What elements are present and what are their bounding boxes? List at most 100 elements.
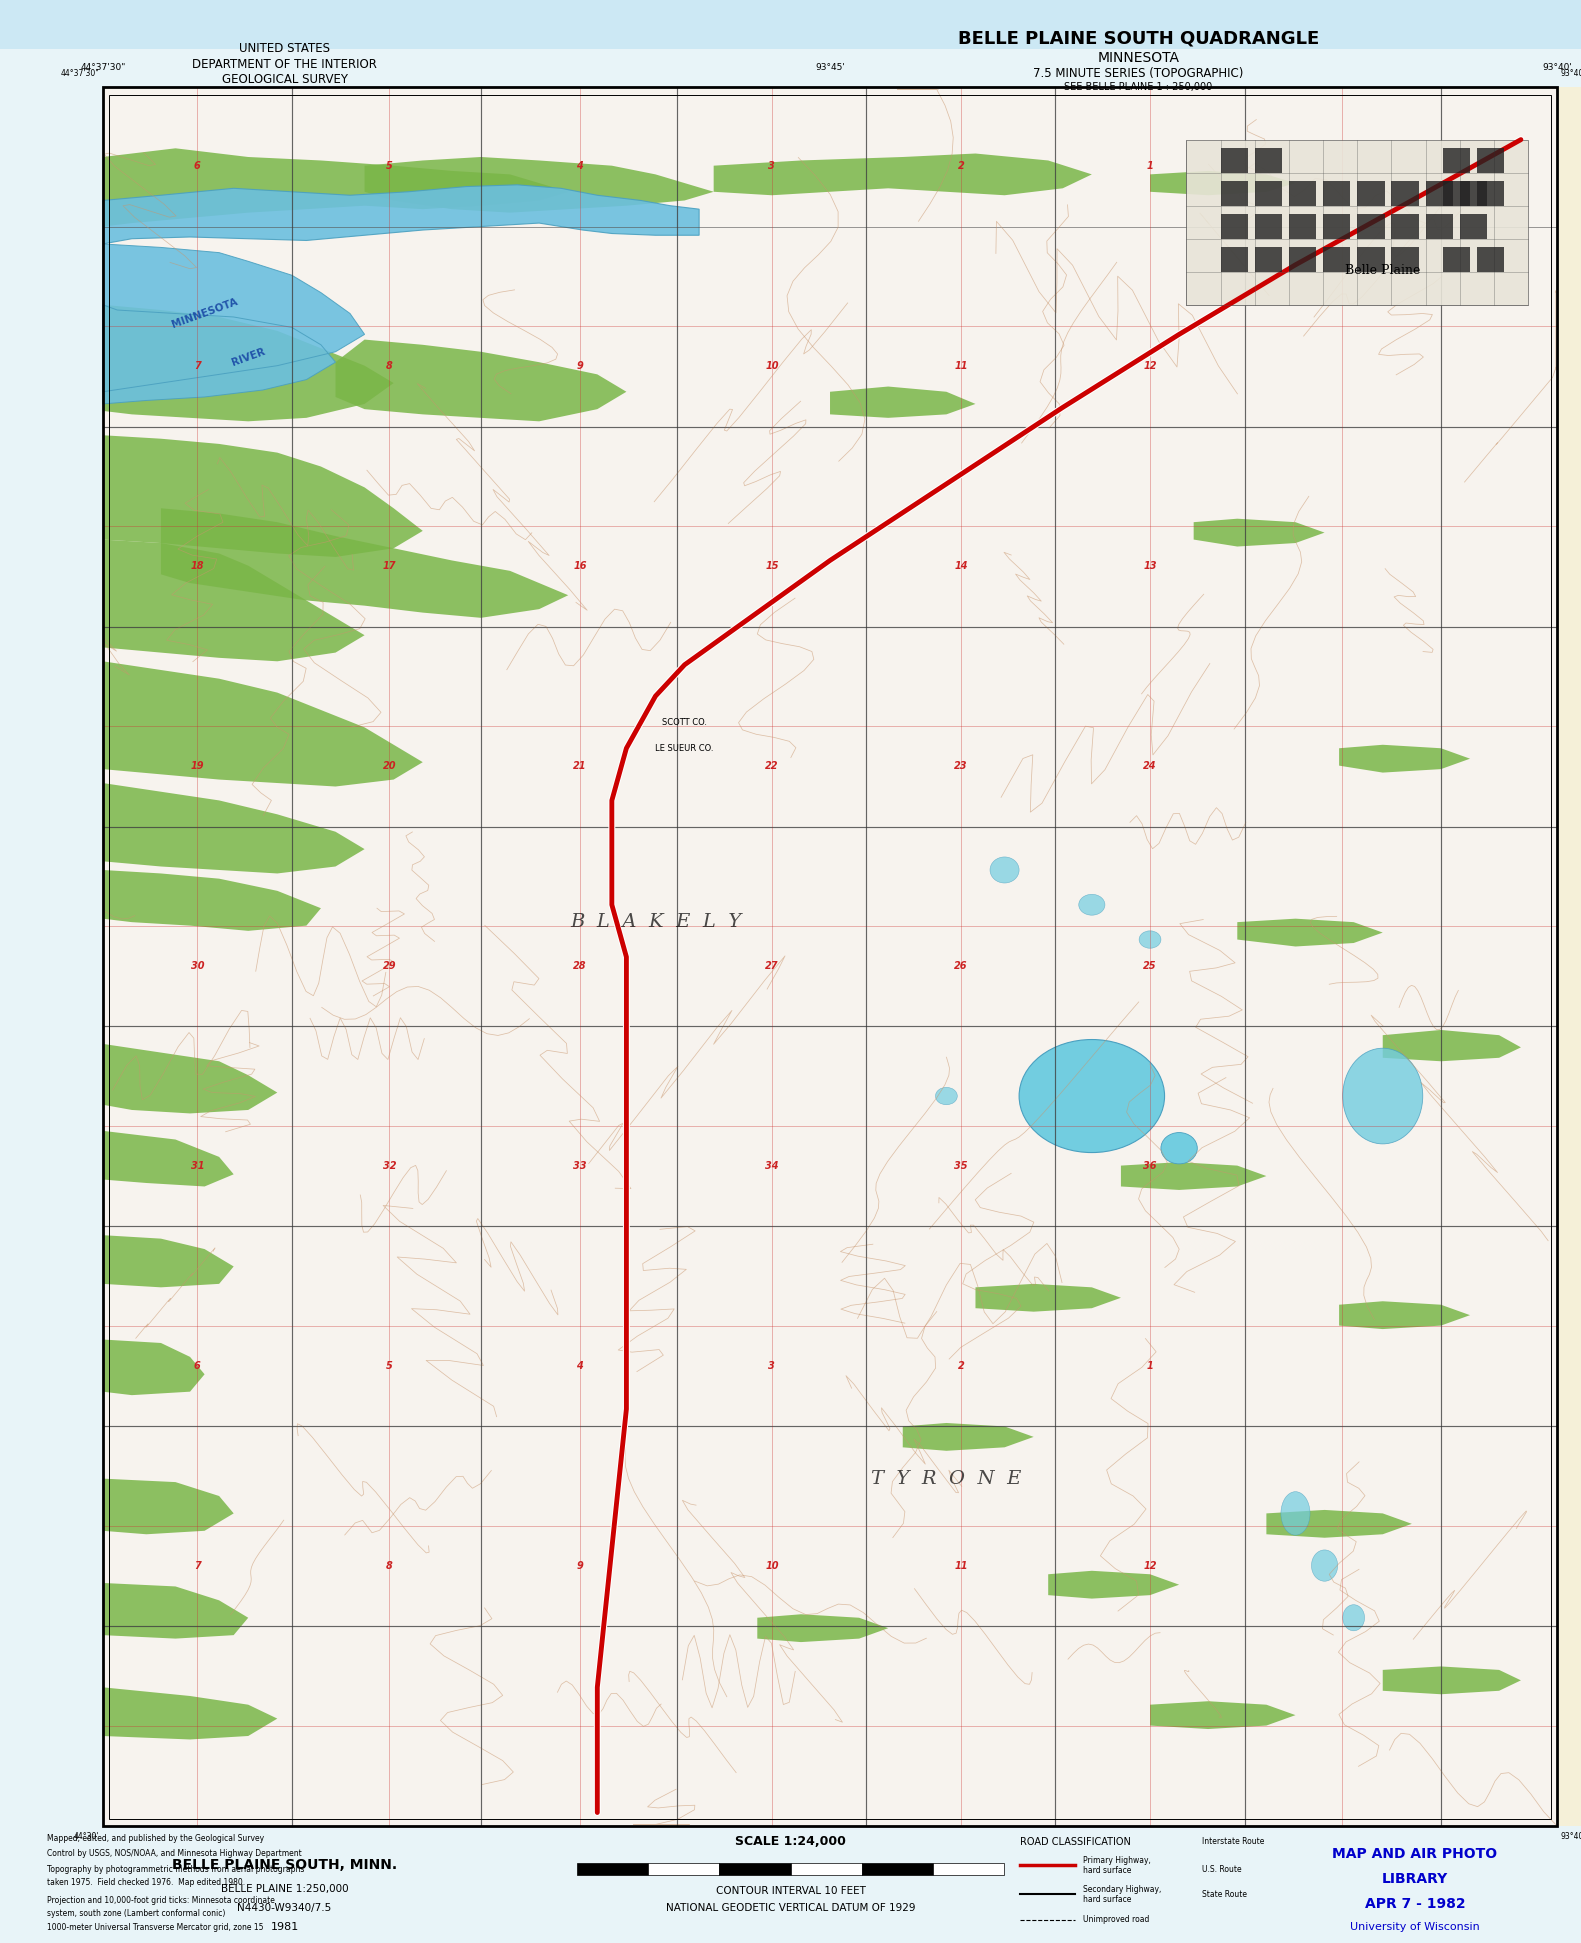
Text: 7.5 MINUTE SERIES (TOPOGRAPHIC): 7.5 MINUTE SERIES (TOPOGRAPHIC) — [1032, 68, 1244, 80]
Text: 26: 26 — [955, 960, 968, 972]
Bar — [0, 0, 1581, 49]
Polygon shape — [1194, 519, 1325, 546]
Polygon shape — [335, 340, 626, 422]
Text: University of Wisconsin: University of Wisconsin — [1350, 1922, 1480, 1933]
Bar — [1289, 214, 1317, 239]
Text: 30: 30 — [191, 960, 204, 972]
Bar — [1356, 214, 1385, 239]
Polygon shape — [1383, 1667, 1521, 1694]
Text: 3: 3 — [768, 1360, 775, 1370]
Polygon shape — [103, 1131, 234, 1187]
Text: GEOLOGICAL SURVEY: GEOLOGICAL SURVEY — [221, 74, 348, 85]
Text: State Route: State Route — [1202, 1891, 1246, 1898]
Text: 3: 3 — [768, 161, 775, 171]
Text: taken 1975.  Field checked 1976.  Map edited 1980.: taken 1975. Field checked 1976. Map edit… — [47, 1879, 245, 1887]
Text: 6: 6 — [194, 161, 201, 171]
Ellipse shape — [1342, 1047, 1423, 1144]
Text: 22: 22 — [765, 760, 778, 771]
Bar — [1477, 148, 1504, 173]
Polygon shape — [830, 387, 975, 418]
Text: 6: 6 — [194, 1360, 201, 1370]
Ellipse shape — [1160, 1133, 1197, 1164]
Bar — [862, 1863, 933, 1875]
Text: SEE BELLE PLAINE 1 : 250,000: SEE BELLE PLAINE 1 : 250,000 — [1064, 82, 1213, 93]
Text: 14: 14 — [955, 562, 968, 571]
Polygon shape — [1238, 919, 1383, 946]
Bar — [1426, 214, 1453, 239]
Bar — [1443, 247, 1470, 272]
Text: 44°37'30": 44°37'30" — [81, 62, 125, 72]
Text: Topography by photogrammetric methods from aerial photographs: Topography by photogrammetric methods fr… — [47, 1865, 305, 1873]
Bar — [1356, 247, 1385, 272]
Polygon shape — [103, 1339, 204, 1395]
Text: B  L  A  K  E  L  Y: B L A K E L Y — [569, 913, 741, 931]
Polygon shape — [1266, 1510, 1412, 1537]
Text: 23: 23 — [955, 760, 968, 771]
Bar — [1221, 247, 1247, 272]
Text: 13: 13 — [1143, 562, 1157, 571]
Polygon shape — [1048, 1570, 1179, 1599]
Text: BELLE PLAINE 1:250,000: BELLE PLAINE 1:250,000 — [221, 1883, 348, 1894]
Polygon shape — [103, 870, 321, 931]
Ellipse shape — [1020, 1040, 1165, 1152]
Bar — [1391, 181, 1418, 206]
Polygon shape — [103, 1687, 277, 1739]
Polygon shape — [1121, 1162, 1266, 1189]
Text: LE SUEUR CO.: LE SUEUR CO. — [655, 744, 715, 752]
Polygon shape — [365, 157, 713, 212]
Text: 25: 25 — [1143, 960, 1157, 972]
Text: 19: 19 — [191, 760, 204, 771]
Text: NATIONAL GEODETIC VERTICAL DATUM OF 1929: NATIONAL GEODETIC VERTICAL DATUM OF 1929 — [666, 1902, 915, 1914]
Text: 93°40': 93°40' — [1560, 68, 1581, 78]
Text: Primary Highway,
hard surface: Primary Highway, hard surface — [1083, 1856, 1151, 1875]
Bar — [1443, 181, 1470, 206]
Text: 10: 10 — [765, 1560, 778, 1570]
Text: 2: 2 — [958, 161, 964, 171]
Text: 1: 1 — [1146, 161, 1154, 171]
Text: 12: 12 — [1143, 1560, 1157, 1570]
Ellipse shape — [1078, 894, 1105, 915]
Text: 1981: 1981 — [270, 1922, 299, 1933]
Polygon shape — [1339, 1302, 1470, 1329]
Text: T  Y  R  O  N  E: T Y R O N E — [871, 1469, 1021, 1488]
Text: Mapped, edited, and published by the Geological Survey: Mapped, edited, and published by the Geo… — [47, 1834, 264, 1842]
Polygon shape — [903, 1422, 1034, 1451]
Bar — [1323, 214, 1350, 239]
Polygon shape — [103, 185, 699, 245]
Text: 11: 11 — [955, 1560, 968, 1570]
Text: Control by USGS, NOS/NOAA, and Minnesota Highway Department: Control by USGS, NOS/NOAA, and Minnesota… — [47, 1850, 302, 1858]
Text: 18: 18 — [191, 562, 204, 571]
Text: N4430-W9340/7.5: N4430-W9340/7.5 — [237, 1902, 332, 1914]
Polygon shape — [103, 1584, 248, 1638]
Text: 93°40': 93°40' — [1560, 1832, 1581, 1842]
Text: 16: 16 — [572, 562, 587, 571]
Bar — [1391, 247, 1418, 272]
Polygon shape — [103, 1479, 234, 1535]
Polygon shape — [103, 1043, 277, 1113]
Text: 7: 7 — [194, 1560, 201, 1570]
Text: 21: 21 — [572, 760, 587, 771]
Polygon shape — [103, 305, 394, 422]
Bar — [1255, 148, 1282, 173]
Text: Belle Plaine: Belle Plaine — [1345, 264, 1420, 276]
Polygon shape — [103, 540, 365, 661]
Text: LIBRARY: LIBRARY — [1382, 1871, 1448, 1887]
Text: ROAD CLASSIFICATION: ROAD CLASSIFICATION — [1020, 1836, 1130, 1848]
Text: UNITED STATES: UNITED STATES — [239, 43, 330, 54]
Text: 32: 32 — [383, 1160, 397, 1170]
Text: Secondary Highway,
hard surface: Secondary Highway, hard surface — [1083, 1885, 1162, 1904]
Bar — [1443, 148, 1470, 173]
Text: CONTOUR INTERVAL 10 FEET: CONTOUR INTERVAL 10 FEET — [716, 1885, 865, 1896]
Text: 20: 20 — [383, 760, 397, 771]
Bar — [109, 95, 1551, 1819]
Polygon shape — [103, 661, 422, 787]
Polygon shape — [103, 1236, 234, 1288]
Text: 34: 34 — [765, 1160, 778, 1170]
Ellipse shape — [1281, 1492, 1311, 1535]
Text: 4: 4 — [577, 161, 583, 171]
Bar — [1426, 181, 1453, 206]
Ellipse shape — [1138, 931, 1160, 948]
Bar — [1477, 181, 1504, 206]
Text: 8: 8 — [386, 1560, 392, 1570]
Polygon shape — [103, 783, 365, 874]
